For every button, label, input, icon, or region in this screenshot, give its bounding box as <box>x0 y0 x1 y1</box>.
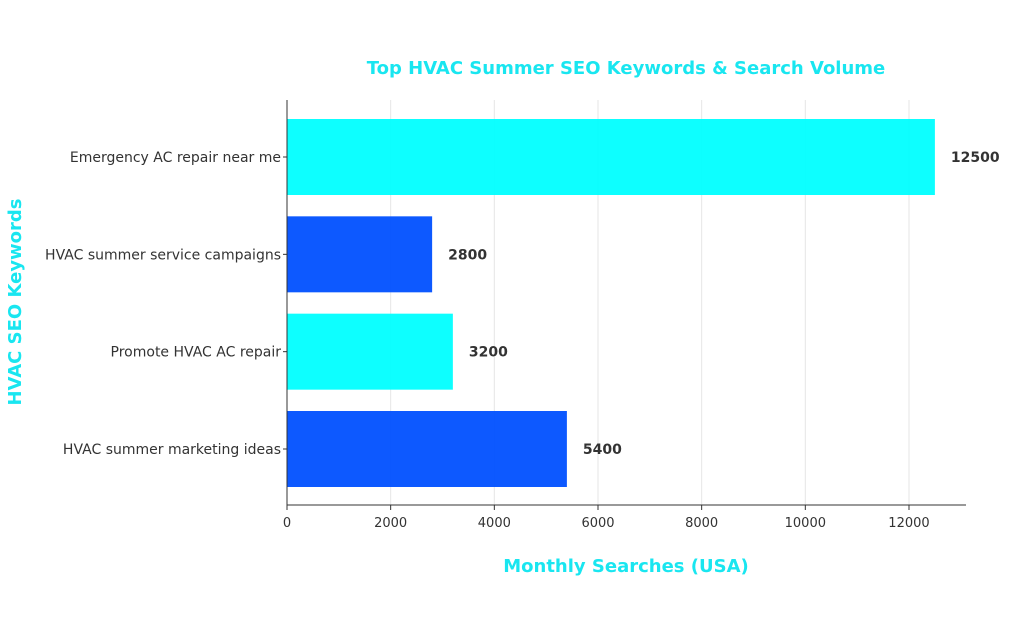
x-tick-label-4: 8000 <box>685 516 718 531</box>
value-label-2: 3200 <box>469 345 508 361</box>
chart-title: Top HVAC Summer SEO Keywords & Search Vo… <box>367 58 886 79</box>
category-label-3: HVAC summer marketing ideas <box>63 442 281 458</box>
bar-3 <box>287 411 567 487</box>
category-label-0: Emergency AC repair near me <box>70 150 281 166</box>
bar-0 <box>287 119 935 195</box>
value-labels: 12500 2800 3200 5400 <box>448 150 1000 458</box>
value-label-3: 5400 <box>583 442 622 458</box>
x-tick-label-6: 12000 <box>888 516 929 531</box>
x-tick-label-0: 0 <box>283 516 291 531</box>
bar-1 <box>287 216 433 293</box>
x-axis-title: Monthly Searches (USA) <box>503 556 749 577</box>
category-label-1: HVAC summer service campaigns <box>45 247 281 263</box>
value-label-0: 12500 <box>951 150 1000 166</box>
x-ticks: 0 2000 4000 6000 8000 10000 12000 <box>283 505 930 531</box>
bars <box>287 119 935 487</box>
x-tick-label-3: 6000 <box>581 516 614 531</box>
axes <box>286 100 966 506</box>
y-axis-title: HVAC SEO Keywords <box>5 198 26 405</box>
value-label-1: 2800 <box>448 247 487 263</box>
bar-2 <box>287 313 453 390</box>
category-label-2: Promote HVAC AC repair <box>111 345 282 361</box>
x-tick-label-1: 2000 <box>374 516 407 531</box>
category-labels: Emergency AC repair near me HVAC summer s… <box>45 150 287 458</box>
x-tick-label-5: 10000 <box>785 516 826 531</box>
x-tick-label-2: 4000 <box>478 516 511 531</box>
